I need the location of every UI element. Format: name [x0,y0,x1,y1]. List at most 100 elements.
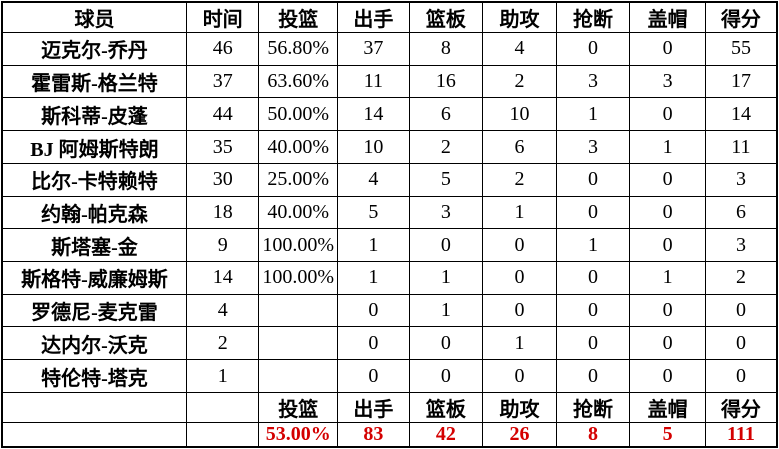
stat-cell: 0 [337,359,410,393]
stat-cell: 11 [337,64,410,99]
empty-cell [185,392,260,423]
stat-cell: 0 [482,359,557,393]
stat-cell: 40.00% [258,130,339,164]
stat-cell: 0 [408,326,484,361]
stat-cell: 1 [337,261,410,295]
stat-cell: 1 [408,293,484,328]
stat-cell: 0 [555,162,631,197]
player-name-cell: 约翰-帕克森 [1,195,187,230]
stat-cell: 2 [185,326,260,361]
player-name-cell: 斯格特-威廉姆斯 [1,261,187,295]
stat-cell: 1 [629,261,706,295]
stat-cell: 1 [555,97,631,132]
footer-label-cell: 出手 [337,392,410,423]
stat-cell: 0 [555,293,631,328]
footer-label-cell: 得分 [704,392,778,423]
stat-cell: 1 [629,130,706,164]
stat-cell: 16 [408,64,484,99]
footer-label-cell: 盖帽 [629,392,706,423]
player-name-cell: 达内尔-沃克 [1,326,187,361]
stat-cell: 44 [185,97,260,132]
column-header: 得分 [704,1,778,33]
stat-cell: 50.00% [258,97,339,132]
stat-cell: 14 [704,97,778,132]
stat-cell: 2 [482,162,557,197]
player-name-cell: 斯科蒂-皮蓬 [1,97,187,132]
empty-cell [1,422,187,448]
column-header: 时间 [185,1,260,33]
footer-label-cell: 投篮 [258,392,339,423]
header-row: 球员 时间 投篮 出手 篮板 助攻 抢断 盖帽 得分 [1,1,778,33]
player-row: 特伦特-塔克 1 0 0 0 0 0 0 [1,359,778,393]
stat-cell: 3 [629,64,706,99]
player-row: 斯格特-威廉姆斯 14 100.00% 1 1 0 0 1 2 [1,261,778,295]
stat-cell: 6 [704,195,778,230]
stat-cell: 0 [555,326,631,361]
stat-cell: 63.60% [258,64,339,99]
stat-cell [258,293,339,328]
footer-label-cell: 助攻 [482,392,557,423]
footer-label-cell: 抢断 [555,392,631,423]
stat-cell: 46 [185,32,260,66]
total-cell: 26 [482,422,557,448]
stat-cell: 2 [482,64,557,99]
stat-cell: 5 [408,162,484,197]
column-header: 球员 [1,1,187,33]
stat-cell: 6 [482,130,557,164]
total-cell: 111 [704,422,778,448]
stat-cell: 5 [337,195,410,230]
stat-cell: 4 [482,32,557,66]
player-name-cell: 迈克尔-乔丹 [1,32,187,66]
stat-cell: 0 [555,261,631,295]
stat-cell: 2 [704,261,778,295]
player-row: 比尔-卡特赖特 30 25.00% 4 5 2 0 0 3 [1,162,778,197]
player-row: 斯科蒂-皮蓬 44 50.00% 14 6 10 1 0 14 [1,97,778,132]
stat-cell: 0 [629,162,706,197]
stat-cell: 4 [185,293,260,328]
stat-cell: 1 [408,261,484,295]
stat-cell: 0 [482,228,557,263]
table-body: 迈克尔-乔丹 46 56.80% 37 8 4 0 0 55 霍雷斯-格兰特 37 63.60% 11 1… [1,32,778,393]
player-row: 迈克尔-乔丹 46 56.80% 37 8 4 0 0 55 [1,32,778,66]
player-name-cell: 特伦特-塔克 [1,359,187,393]
stat-cell: 3 [555,64,631,99]
stat-cell: 0 [555,32,631,66]
stat-cell [258,326,339,361]
player-row: BJ 阿姆斯特朗 35 40.00% 10 2 6 3 1 11 [1,130,778,164]
player-row: 达内尔-沃克 2 0 0 1 0 0 0 [1,326,778,361]
stat-cell: 3 [704,228,778,263]
stat-cell: 9 [185,228,260,263]
stat-cell: 100.00% [258,228,339,263]
stat-cell: 37 [185,64,260,99]
stat-cell: 11 [704,130,778,164]
column-header: 出手 [337,1,410,33]
stat-cell: 0 [629,359,706,393]
stat-cell: 1 [555,228,631,263]
stat-cell: 1 [482,326,557,361]
stat-cell: 55 [704,32,778,66]
stat-cell: 0 [337,326,410,361]
player-row: 罗德尼-麦克雷 4 0 1 0 0 0 0 [1,293,778,328]
stat-cell: 35 [185,130,260,164]
player-row: 约翰-帕克森 18 40.00% 5 3 1 0 0 6 [1,195,778,230]
stat-cell: 0 [629,97,706,132]
stat-cell: 0 [704,293,778,328]
stat-cell: 10 [337,130,410,164]
stat-cell: 14 [185,261,260,295]
player-name-cell: 罗德尼-麦克雷 [1,293,187,328]
footer-label-row: 投篮 出手 篮板 助攻 抢断 盖帽 得分 [1,392,778,423]
stat-cell: 0 [482,261,557,295]
player-name-cell: 斯塔塞-金 [1,228,187,263]
totals-row: 53.00% 83 42 26 8 5 111 [1,422,778,448]
player-name-cell: 霍雷斯-格兰特 [1,64,187,99]
stat-cell: 0 [408,228,484,263]
total-cell: 83 [337,422,410,448]
stat-cell: 100.00% [258,261,339,295]
stat-cell: 0 [629,326,706,361]
stat-cell: 0 [555,359,631,393]
player-row: 霍雷斯-格兰特 37 63.60% 11 16 2 3 3 17 [1,64,778,99]
player-name-cell: BJ 阿姆斯特朗 [1,130,187,164]
stat-cell: 0 [482,293,557,328]
player-row: 斯塔塞-金 9 100.00% 1 0 0 1 0 3 [1,228,778,263]
